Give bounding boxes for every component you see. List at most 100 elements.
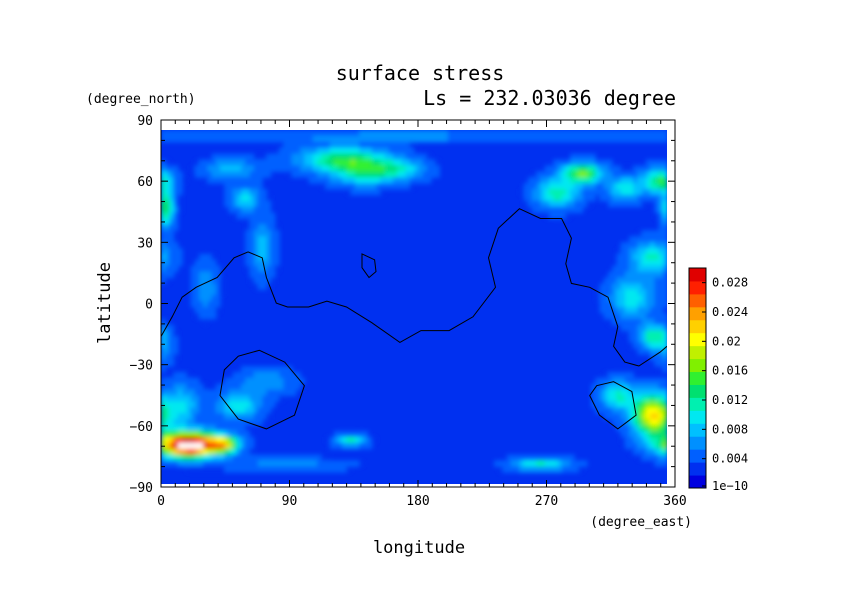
heatmap-cell bbox=[295, 383, 301, 391]
heatmap-cell bbox=[182, 425, 187, 432]
heatmap-cell bbox=[198, 401, 204, 408]
heatmap-cell bbox=[502, 460, 508, 467]
heatmap-cell bbox=[329, 159, 335, 166]
heatmap-cell bbox=[300, 147, 305, 155]
heatmap-cell bbox=[220, 135, 225, 143]
heatmap-cell bbox=[257, 377, 263, 385]
heatmap-cell bbox=[173, 212, 179, 220]
heatmap-cell bbox=[266, 265, 272, 273]
heatmap-cell bbox=[561, 460, 567, 467]
heatmap-cell bbox=[165, 425, 171, 432]
heatmap-cell bbox=[198, 454, 204, 461]
heatmap-cell bbox=[532, 460, 537, 467]
heatmap-cell bbox=[561, 206, 567, 214]
heatmap-cell bbox=[266, 395, 272, 402]
heatmap-cell bbox=[426, 177, 432, 184]
heatmap-cell bbox=[161, 189, 166, 196]
heatmap-cell bbox=[346, 460, 352, 467]
heatmap-cell bbox=[308, 141, 314, 149]
heatmap-cell bbox=[641, 289, 647, 296]
heatmap-cell bbox=[161, 330, 166, 338]
heatmap-cell bbox=[333, 430, 339, 438]
heatmap-cell bbox=[570, 171, 575, 178]
heatmap-cell bbox=[607, 377, 613, 385]
heatmap-cell bbox=[624, 383, 630, 391]
heatmap-cell bbox=[257, 265, 263, 273]
heatmap-cell bbox=[515, 460, 521, 467]
heatmap-cell bbox=[173, 342, 179, 349]
heatmap-cell bbox=[228, 159, 234, 166]
heatmap-cell bbox=[405, 159, 411, 166]
heatmap-cell bbox=[190, 466, 196, 473]
heatmap-cell bbox=[186, 407, 192, 414]
heatmap-cell bbox=[527, 130, 533, 137]
heatmap-cell bbox=[409, 183, 415, 190]
heatmap-cell bbox=[291, 159, 297, 166]
heatmap-cell bbox=[224, 442, 230, 450]
heatmap-cell bbox=[190, 301, 196, 308]
heatmap-cell bbox=[329, 130, 335, 137]
heatmap-cell bbox=[654, 448, 660, 456]
heatmap-cell bbox=[645, 436, 651, 444]
heatmap-cell bbox=[198, 295, 204, 302]
heatmap-cell bbox=[232, 407, 238, 414]
heatmap-cell bbox=[629, 248, 634, 255]
heatmap-cell bbox=[165, 419, 171, 426]
heatmap-cell bbox=[637, 307, 643, 314]
heatmap-cell bbox=[607, 312, 613, 320]
heatmap-cell bbox=[203, 135, 208, 143]
heatmap-cell bbox=[211, 130, 217, 137]
heatmap-cell bbox=[211, 430, 217, 438]
heatmap-cell bbox=[182, 448, 187, 456]
heatmap-cell bbox=[359, 130, 364, 137]
heatmap-cell bbox=[257, 218, 263, 225]
heatmap-cell bbox=[599, 135, 605, 143]
heatmap-cell bbox=[173, 135, 179, 143]
heatmap-cell bbox=[177, 200, 183, 208]
heatmap-cell bbox=[203, 289, 208, 296]
heatmap-cell bbox=[333, 141, 339, 149]
heatmap-cell bbox=[616, 307, 622, 314]
heatmap-cell bbox=[161, 253, 166, 261]
heatmap-cell bbox=[241, 194, 246, 202]
heatmap-cell bbox=[607, 295, 613, 302]
heatmap-cell bbox=[603, 165, 609, 172]
heatmap-cell bbox=[249, 383, 255, 391]
heatmap-cell bbox=[346, 147, 352, 155]
heatmap-cell bbox=[637, 419, 643, 426]
heatmap-cell bbox=[658, 206, 664, 214]
heatmap-cell bbox=[220, 283, 225, 290]
heatmap-cell bbox=[637, 130, 643, 137]
heatmap-cell bbox=[236, 130, 242, 137]
heatmap-cell bbox=[603, 301, 609, 308]
heatmap-cell bbox=[367, 177, 373, 184]
heatmap-cell bbox=[283, 141, 289, 149]
heatmap-cell bbox=[228, 395, 234, 402]
heatmap-cell bbox=[578, 189, 584, 196]
heatmap-cell bbox=[607, 130, 613, 137]
heatmap-cell bbox=[224, 436, 230, 444]
heatmap-cell bbox=[283, 383, 289, 391]
heatmap-cell bbox=[274, 259, 280, 267]
heatmap-cell bbox=[177, 425, 183, 432]
heatmap-cell bbox=[338, 153, 343, 161]
heatmap-cell bbox=[380, 135, 386, 143]
y-tick-label: −30 bbox=[130, 359, 153, 374]
heatmap-cell bbox=[169, 130, 175, 137]
heatmap-cell bbox=[591, 194, 596, 202]
heatmap-cell bbox=[616, 277, 622, 284]
heatmap-cell bbox=[447, 135, 453, 143]
heatmap-cell bbox=[359, 135, 364, 143]
heatmap-cell bbox=[262, 224, 268, 231]
heatmap-cell bbox=[161, 383, 166, 391]
heatmap-cell bbox=[249, 189, 255, 196]
heatmap-cell bbox=[262, 466, 268, 473]
heatmap-cell bbox=[220, 442, 225, 450]
heatmap-cell bbox=[194, 130, 200, 137]
heatmap-cell bbox=[165, 130, 171, 137]
colorbar-segment bbox=[689, 436, 706, 450]
heatmap-cell bbox=[249, 389, 255, 397]
heatmap-cell bbox=[194, 289, 200, 296]
heatmap-cell bbox=[190, 165, 196, 172]
